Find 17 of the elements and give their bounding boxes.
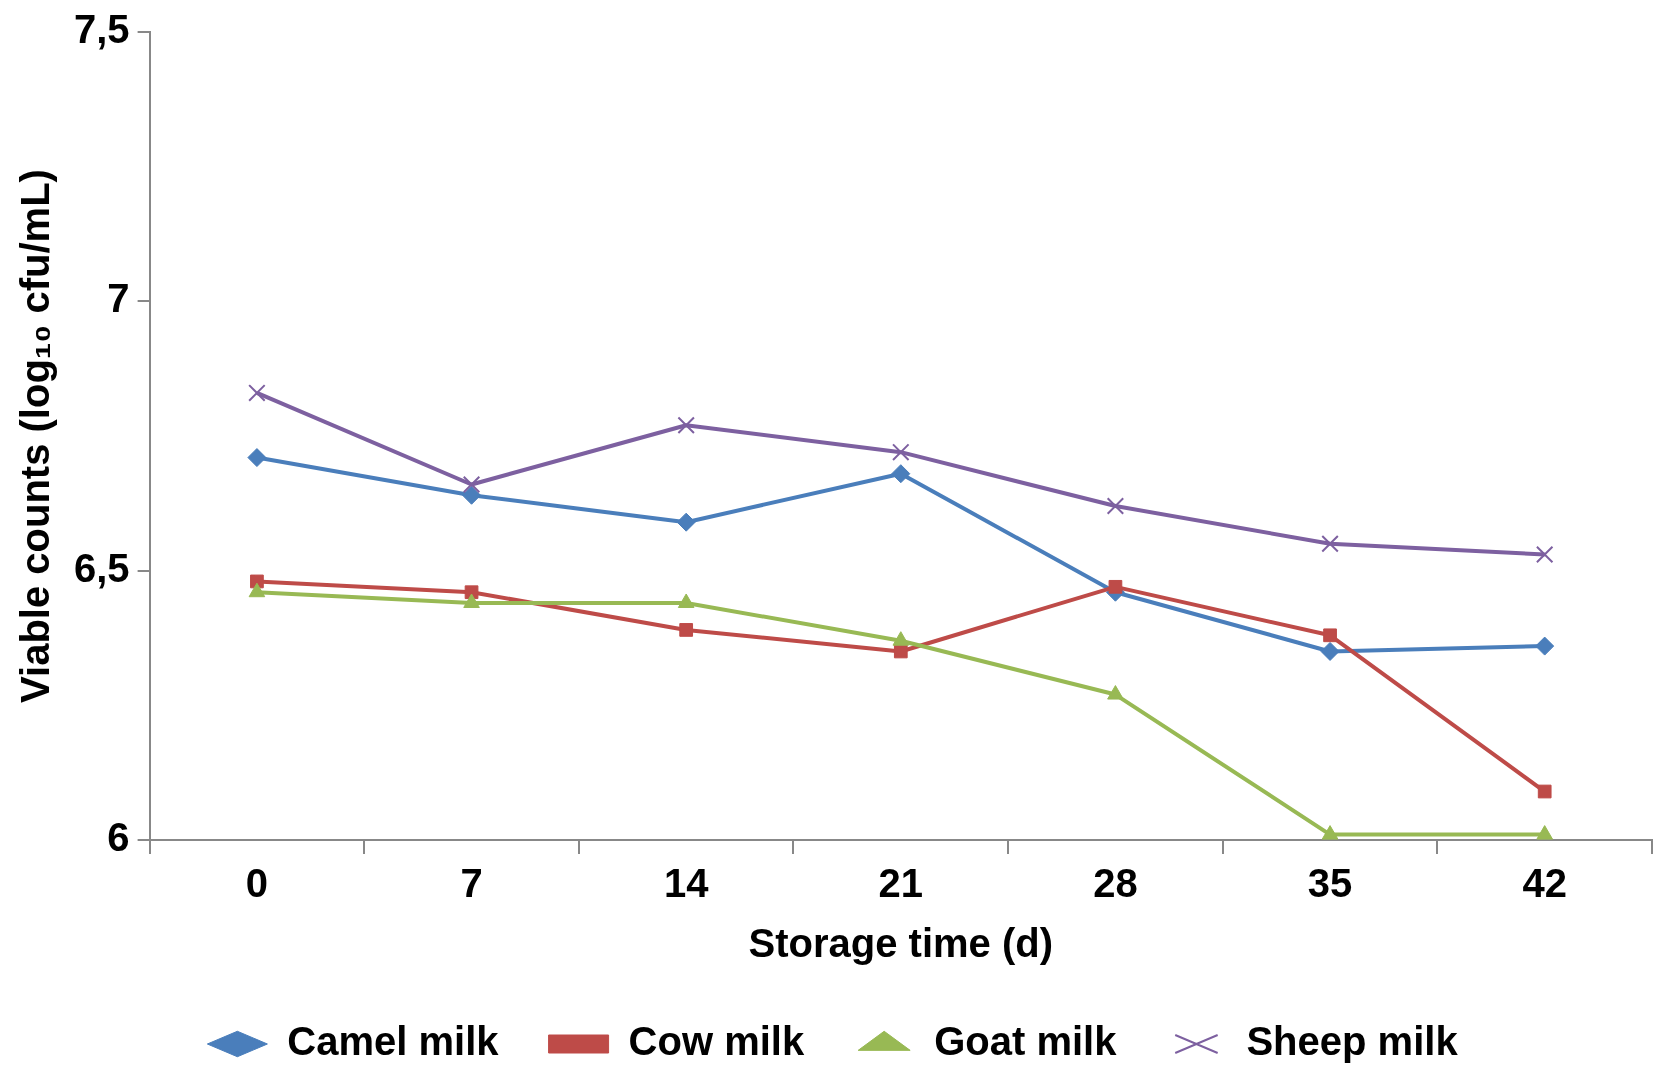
x-tick-label: 21: [878, 861, 924, 906]
x-axis-title: Storage time (d): [748, 921, 1054, 966]
x-tick-label: 35: [1307, 861, 1353, 906]
x-tick-label: 7: [460, 861, 483, 906]
y-axis-title: Viable counts (log₁₀ cfu/mL): [13, 169, 58, 703]
legend-label: Camel milk: [287, 1019, 500, 1064]
x-tick-label: 28: [1093, 861, 1138, 906]
legend-label: Sheep milk: [1246, 1019, 1459, 1064]
y-tick-label: 7: [107, 276, 130, 321]
y-tick-label: 6: [107, 815, 130, 860]
y-tick-label: 7,5: [74, 7, 130, 52]
y-tick-label: 6,5: [74, 545, 130, 590]
x-tick-label: 42: [1522, 861, 1567, 906]
x-tick-label: 14: [663, 861, 710, 906]
legend-label: Cow milk: [628, 1019, 805, 1064]
x-tick-label: 0: [245, 861, 269, 906]
legend-label: Goat milk: [934, 1019, 1118, 1064]
